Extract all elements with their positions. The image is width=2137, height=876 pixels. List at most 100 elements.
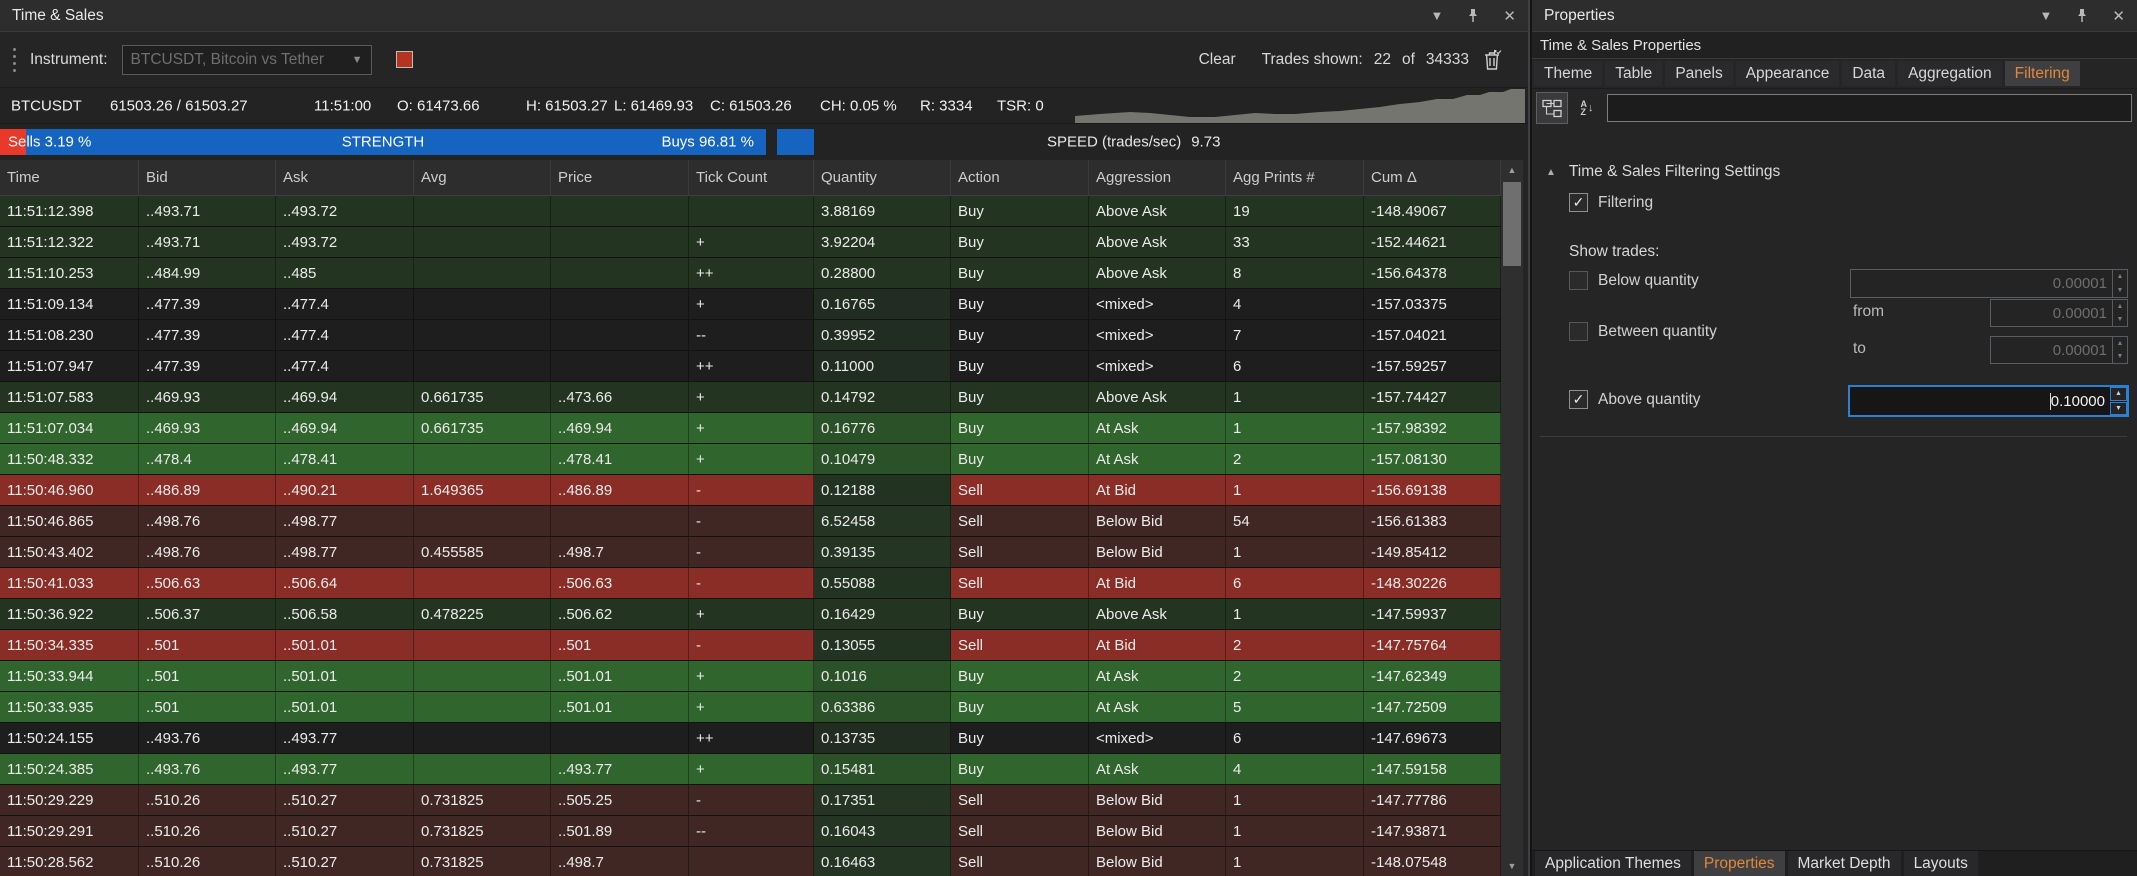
categorized-view-button[interactable]: [1537, 93, 1567, 123]
bottom-tab-market-depth[interactable]: Market Depth: [1788, 851, 1901, 876]
cell-qty: 0.11000: [814, 351, 951, 381]
properties-titlebar: Properties ▼ ✕: [1532, 0, 2137, 32]
table-row[interactable]: 11:50:41.033..506.63..506.64..506.63-0.5…: [0, 568, 1528, 599]
scroll-thumb[interactable]: [1503, 182, 1521, 266]
bottom-tab-application-themes[interactable]: Application Themes: [1535, 851, 1691, 876]
cell-qty: 0.13735: [814, 723, 951, 753]
tab-table[interactable]: Table: [1605, 61, 1662, 86]
table-row[interactable]: 11:50:36.922..506.37..506.580.478225..50…: [0, 599, 1528, 630]
instrument-select[interactable]: BTCUSDT, Bitcoin vs Tether ▼: [122, 45, 372, 75]
tab-appearance[interactable]: Appearance: [1736, 61, 1840, 86]
spinner[interactable]: ▲▼: [2112, 270, 2127, 297]
close-icon[interactable]: ✕: [1503, 7, 1516, 25]
pin-icon[interactable]: [1467, 8, 1479, 23]
cell-action: Sell: [951, 816, 1089, 846]
between-from-value: 0.00001: [2053, 305, 2112, 322]
table-row[interactable]: 11:50:46.960..486.89..490.211.649365..48…: [0, 475, 1528, 506]
cell-prints: 1: [1226, 599, 1364, 629]
stop-record-button[interactable]: [396, 51, 413, 68]
between-quantity-checkbox[interactable]: [1569, 322, 1588, 341]
panel-menu-chevron-down-icon[interactable]: ▼: [2040, 8, 2053, 23]
cell-time: 11:51:07.947: [0, 351, 139, 381]
filtering-section-title: Time & Sales Filtering Settings: [1569, 163, 1780, 181]
cell-prints: 54: [1226, 506, 1364, 536]
above-quantity-checkbox[interactable]: [1569, 390, 1588, 409]
spinner[interactable]: ▲▼: [2112, 300, 2127, 326]
column-header-tick-count[interactable]: Tick Count: [689, 160, 814, 195]
table-row[interactable]: 11:50:28.562..510.26..510.270.731825..49…: [0, 847, 1528, 876]
cell-price: [551, 289, 689, 319]
time-and-sales-panel: Time & Sales ▼ ✕ Instrument: BTCUSDT, Bi…: [0, 0, 1530, 876]
below-quantity-input[interactable]: 0.00001 ▲▼: [1850, 269, 2128, 298]
column-header-price[interactable]: Price: [551, 160, 689, 195]
table-row[interactable]: 11:51:08.230..477.39..477.4--0.39952Buy<…: [0, 320, 1528, 351]
column-header-avg[interactable]: Avg: [414, 160, 551, 195]
table-row[interactable]: 11:50:33.944..501..501.01..501.01+0.1016…: [0, 661, 1528, 692]
scroll-down-icon[interactable]: ▼: [1501, 856, 1523, 876]
trash-icon[interactable]: [1483, 49, 1502, 70]
drag-handle-icon[interactable]: [4, 48, 24, 72]
cell-prints: 7: [1226, 320, 1364, 350]
between-from-input[interactable]: 0.00001 ▲▼: [1990, 299, 2128, 327]
column-header-bid[interactable]: Bid: [139, 160, 276, 195]
tab-data[interactable]: Data: [1842, 61, 1895, 86]
tab-aggregation[interactable]: Aggregation: [1898, 61, 2002, 86]
filtering-row: Filtering: [1569, 193, 1653, 212]
cell-avg: [414, 723, 551, 753]
below-quantity-checkbox[interactable]: [1569, 271, 1588, 290]
clear-button[interactable]: Clear: [1199, 51, 1236, 69]
spinner-up-icon: ▲: [2113, 337, 2127, 350]
table-scrollbar[interactable]: ▲ ▼: [1501, 160, 1523, 876]
between-to-input[interactable]: 0.00001 ▲▼: [1990, 336, 2128, 364]
cell-prints: 2: [1226, 444, 1364, 474]
cell-ask: ..510.27: [276, 847, 414, 876]
cell-prints: 1: [1226, 847, 1364, 876]
column-header-time[interactable]: Time: [0, 160, 139, 195]
sort-alphabetical-button[interactable]: AZ ↓: [1572, 93, 1602, 123]
tab-panels[interactable]: Panels: [1665, 61, 1732, 86]
cell-action: Buy: [951, 382, 1089, 412]
spinner[interactable]: ▲▼: [2112, 337, 2127, 363]
cell-ask: ..498.77: [276, 506, 414, 536]
cell-tick: --: [689, 816, 814, 846]
cell-avg: 0.731825: [414, 847, 551, 876]
table-row[interactable]: 11:50:48.332..478.4..478.41..478.41+0.10…: [0, 444, 1528, 475]
panel-menu-chevron-down-icon[interactable]: ▼: [1431, 8, 1444, 23]
filtering-section-header[interactable]: ▲ Time & Sales Filtering Settings: [1546, 163, 1780, 181]
table-row[interactable]: 11:50:24.385..493.76..493.77..493.77+0.1…: [0, 754, 1528, 785]
table-row[interactable]: 11:51:12.322..493.71..493.72+3.92204BuyA…: [0, 227, 1528, 258]
column-header-quantity[interactable]: Quantity: [814, 160, 951, 195]
column-header-aggression[interactable]: Aggression: [1089, 160, 1226, 195]
table-row[interactable]: 11:51:09.134..477.39..477.4+0.16765Buy<m…: [0, 289, 1528, 320]
cell-qty: 0.12188: [814, 475, 951, 505]
table-row[interactable]: 11:51:10.253..484.99..485++0.28800BuyAbo…: [0, 258, 1528, 289]
tab-filtering[interactable]: Filtering: [2005, 61, 2080, 86]
filtering-checkbox[interactable]: [1569, 193, 1588, 212]
table-row[interactable]: 11:50:43.402..498.76..498.770.455585..49…: [0, 537, 1528, 568]
table-row[interactable]: 11:50:29.291..510.26..510.270.731825..50…: [0, 816, 1528, 847]
scroll-up-icon[interactable]: ▲: [1501, 160, 1523, 180]
bottom-tab-properties[interactable]: Properties: [1694, 851, 1785, 876]
table-row[interactable]: 11:50:46.865..498.76..498.77-6.52458Sell…: [0, 506, 1528, 537]
table-row[interactable]: 11:50:29.229..510.26..510.270.731825..50…: [0, 785, 1528, 816]
table-row[interactable]: 11:51:07.583..469.93..469.940.661735..47…: [0, 382, 1528, 413]
bottom-tab-layouts[interactable]: Layouts: [1904, 851, 1978, 876]
column-header-ask[interactable]: Ask: [276, 160, 414, 195]
above-quantity-input[interactable]: 0.10000 ▲▼: [1848, 385, 2129, 417]
trades-table-header: TimeBidAskAvgPriceTick CountQuantityActi…: [0, 160, 1528, 196]
close-icon[interactable]: ✕: [2112, 7, 2125, 25]
table-row[interactable]: 11:51:12.398..493.71..493.723.88169BuyAb…: [0, 196, 1528, 227]
tab-theme[interactable]: Theme: [1534, 61, 1602, 86]
pin-icon[interactable]: [2076, 8, 2088, 23]
property-search-input[interactable]: [1607, 94, 2132, 122]
column-header-cum-delta[interactable]: Cum Δ: [1364, 160, 1501, 195]
table-row[interactable]: 11:51:07.947..477.39..477.4++0.11000Buy<…: [0, 351, 1528, 382]
cell-bid: ..501: [139, 661, 276, 691]
spinner[interactable]: ▲▼: [2110, 387, 2127, 415]
column-header-agg-prints[interactable]: Agg Prints #: [1226, 160, 1364, 195]
column-header-action[interactable]: Action: [951, 160, 1089, 195]
table-row[interactable]: 11:50:34.335..501..501.01..501-0.13055Se…: [0, 630, 1528, 661]
table-row[interactable]: 11:50:33.935..501..501.01..501.01+0.6338…: [0, 692, 1528, 723]
table-row[interactable]: 11:50:24.155..493.76..493.77++0.13735Buy…: [0, 723, 1528, 754]
table-row[interactable]: 11:51:07.034..469.93..469.940.661735..46…: [0, 413, 1528, 444]
